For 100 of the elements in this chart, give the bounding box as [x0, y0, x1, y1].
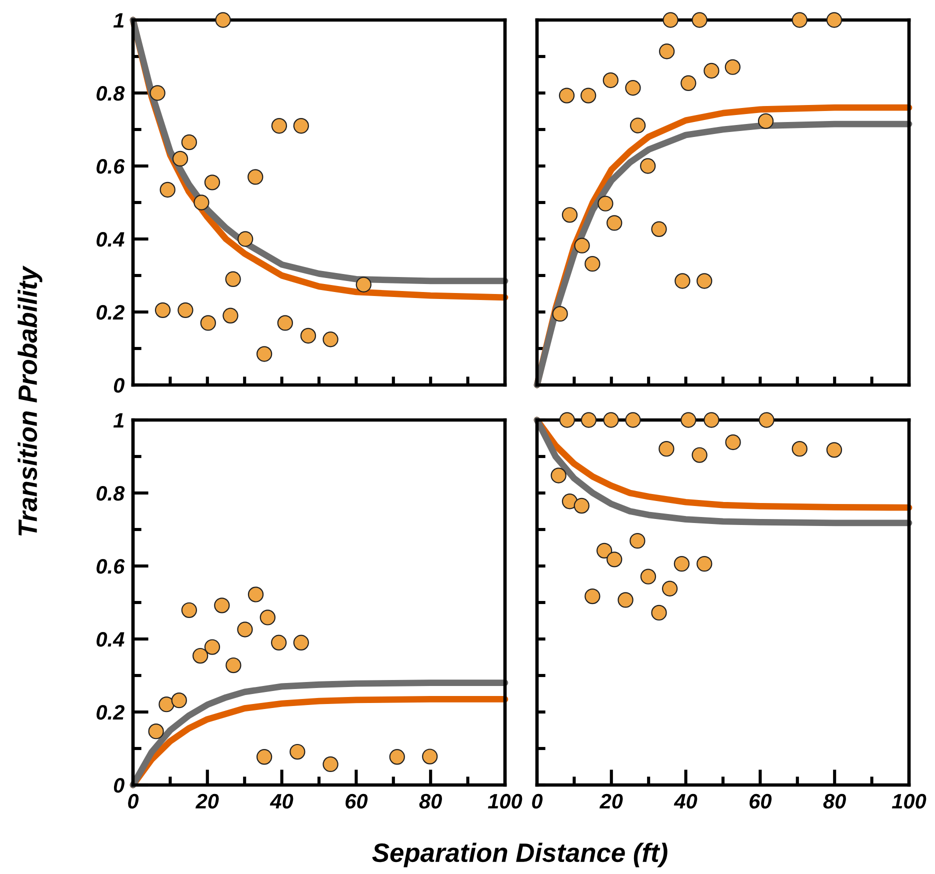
point	[160, 182, 176, 198]
x-tick-label: 0	[532, 794, 543, 809]
x-tick-label: 0	[128, 794, 139, 809]
point	[674, 273, 690, 289]
point	[270, 634, 287, 650]
point	[293, 634, 309, 650]
point	[584, 256, 600, 272]
y-tick-label: 0	[114, 378, 124, 393]
point	[792, 440, 808, 457]
point	[662, 580, 678, 596]
point	[674, 556, 690, 572]
y-tick-label: 0.2	[96, 705, 124, 720]
point	[181, 602, 198, 618]
point	[158, 696, 174, 712]
point	[559, 412, 575, 428]
point	[194, 194, 210, 210]
point	[602, 72, 618, 88]
point	[322, 756, 338, 772]
point	[704, 412, 720, 428]
point	[603, 412, 619, 428]
point	[630, 118, 646, 134]
point	[662, 12, 678, 28]
y-axis-title: Transition Probability	[18, 266, 42, 536]
point	[580, 412, 597, 428]
point	[758, 412, 774, 428]
point	[696, 556, 712, 572]
point	[658, 44, 675, 60]
point	[172, 150, 188, 167]
y-tick-label: 1	[113, 13, 124, 28]
x-tick-label: 80	[419, 794, 442, 809]
point	[580, 88, 596, 104]
y-tick-label: 0.4	[96, 232, 124, 247]
point	[256, 346, 272, 362]
point	[640, 158, 656, 174]
point	[204, 639, 220, 655]
y-tick-label: 0.4	[96, 632, 124, 647]
point	[238, 231, 254, 247]
point	[758, 113, 774, 129]
x-tick-label: 20	[599, 794, 623, 809]
point	[552, 306, 568, 322]
point	[618, 592, 634, 608]
point	[651, 604, 667, 621]
point	[148, 724, 164, 740]
point	[271, 118, 288, 134]
x-tick-label: 60	[750, 794, 772, 809]
point	[584, 588, 600, 604]
x-tick-label: 100	[892, 794, 926, 809]
point	[226, 657, 242, 674]
point	[792, 12, 808, 28]
point	[658, 440, 674, 457]
point	[277, 315, 293, 331]
point	[222, 308, 238, 324]
x-tick-label: 60	[346, 794, 368, 809]
x-tick-label: 40	[270, 794, 294, 809]
point	[293, 118, 309, 134]
point	[260, 610, 276, 626]
point	[181, 134, 198, 150]
point	[322, 332, 338, 348]
point	[356, 276, 372, 292]
point	[692, 12, 708, 28]
y-tick-label: 1	[113, 413, 124, 428]
point	[558, 88, 575, 104]
point	[248, 586, 264, 602]
point	[724, 59, 741, 75]
point	[562, 494, 578, 510]
point	[154, 302, 171, 318]
y-tick-label: 0.6	[96, 159, 125, 174]
point	[214, 598, 230, 614]
point	[826, 12, 842, 28]
point	[680, 75, 696, 91]
point	[248, 169, 264, 185]
point	[696, 273, 712, 289]
point	[204, 174, 220, 190]
point	[625, 412, 641, 428]
point	[574, 498, 590, 514]
x-tick-label: 80	[823, 794, 846, 809]
x-tick-label: 100	[488, 794, 522, 809]
point	[640, 568, 656, 584]
point	[300, 328, 316, 344]
y-tick-label: 0.8	[96, 486, 125, 501]
point	[606, 215, 622, 231]
x-axis-title: Separation Distance (ft)	[372, 842, 668, 868]
y-tick-label: 0.8	[96, 86, 125, 101]
point	[225, 271, 241, 287]
point	[630, 532, 646, 549]
point	[651, 221, 667, 237]
point	[550, 468, 566, 484]
y-tick-label: 0.6	[96, 559, 125, 574]
point	[178, 302, 194, 318]
point	[562, 207, 578, 223]
point	[290, 744, 306, 760]
point	[725, 434, 741, 450]
point	[680, 412, 696, 428]
point	[596, 542, 612, 559]
point	[574, 238, 590, 254]
point	[200, 315, 216, 331]
point	[422, 748, 438, 764]
point	[389, 749, 405, 765]
point	[171, 692, 187, 708]
point	[215, 12, 231, 28]
